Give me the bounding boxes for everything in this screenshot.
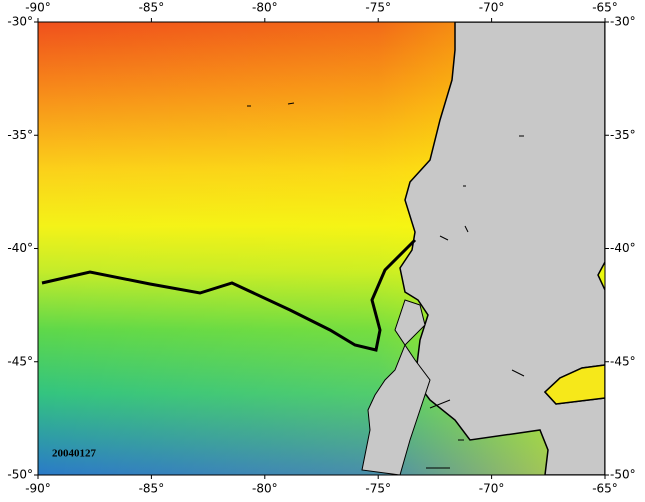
y-tick-label: -35° [7, 128, 33, 142]
y-tick-label: -50° [7, 468, 33, 482]
x-tick-label: -70° [479, 482, 505, 496]
y-tick-label: -40° [7, 241, 33, 255]
y-tick-label: -45° [7, 354, 33, 368]
atlantic-patch [543, 364, 605, 405]
contour-line [41, 238, 417, 352]
x-tick-label: -85° [139, 1, 165, 15]
x-tick-label: -80° [252, 1, 278, 15]
y-tick-label: -50° [610, 468, 636, 482]
y-tick-label: -30° [610, 15, 636, 29]
y-tick-label: -30° [7, 15, 33, 29]
islands [361, 299, 431, 475]
x-tick-label: -85° [139, 482, 165, 496]
x-tick-label: -70° [479, 1, 505, 15]
date-label: 20040127 [52, 448, 97, 460]
x-tick-label: -75° [365, 1, 391, 15]
y-tick-label: -45° [610, 354, 636, 368]
y-tick-label: -35° [610, 128, 636, 142]
small-islands [247, 102, 525, 469]
x-tick-label: -80° [252, 482, 278, 496]
x-tick-label: -65° [592, 1, 618, 15]
x-tick-label: -90° [25, 482, 51, 496]
map-area [38, 22, 605, 475]
x-tick-label: -75° [365, 482, 391, 496]
x-tick-label: -65° [592, 482, 618, 496]
y-tick-label: -40° [610, 241, 636, 255]
x-tick-label: -90° [25, 1, 51, 15]
